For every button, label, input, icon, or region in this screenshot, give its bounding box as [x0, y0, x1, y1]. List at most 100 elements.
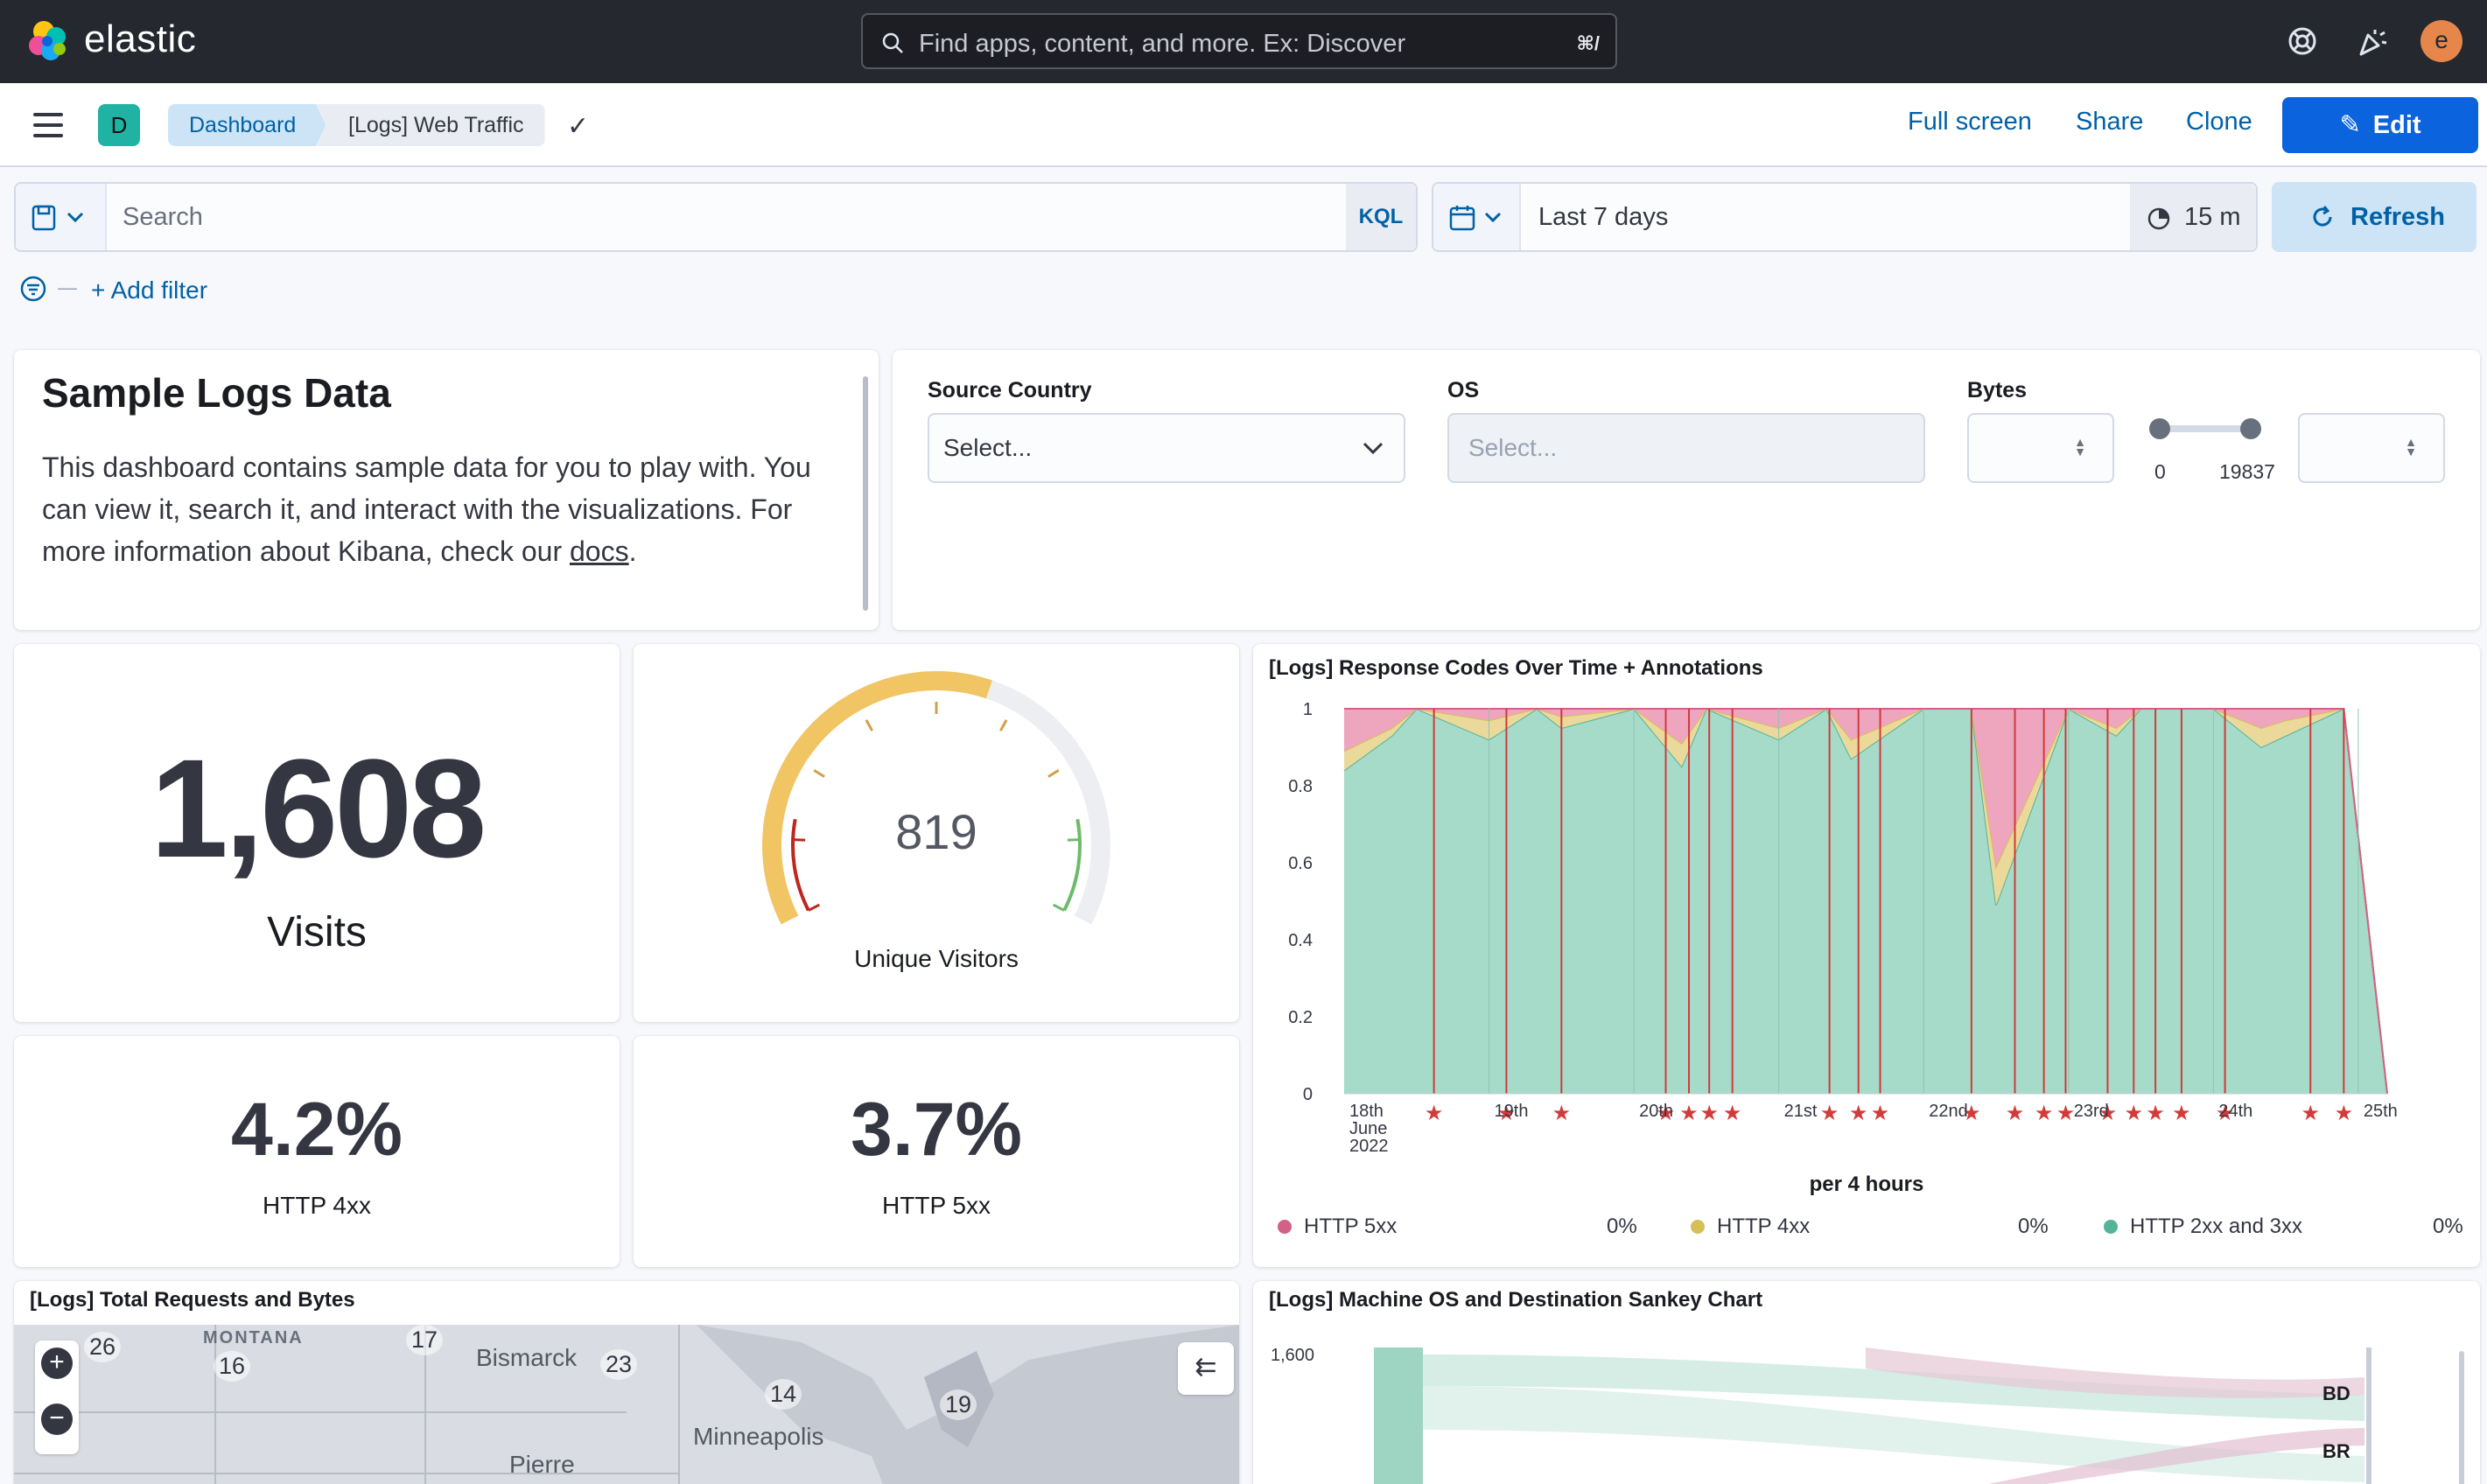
annotation-star-icon: ★ [1871, 1101, 1890, 1125]
stepper-icon[interactable]: ▲ ▼ [2405, 435, 2417, 458]
bytes-range-track[interactable] [2160, 425, 2251, 432]
filter-options-icon[interactable] [19, 275, 47, 303]
source-country-select[interactable]: Select... [928, 413, 1405, 483]
legend-item-http-4xx[interactable]: HTTP 4xx [1691, 1214, 1810, 1239]
map-cluster[interactable]: 16 [214, 1351, 251, 1382]
y-tick-label: 0.4 [1288, 931, 1313, 950]
global-header: elastic Find apps, content, and more. Ex… [0, 0, 2487, 83]
layer-control-icon[interactable]: ⇇ [1178, 1342, 1234, 1395]
annotation-star-icon: ★ [1552, 1101, 1572, 1125]
gauge-tick [813, 769, 825, 778]
elastic-logo-icon[interactable] [26, 19, 72, 65]
stepper-icon[interactable]: ▲ ▼ [2074, 435, 2086, 458]
clone-link[interactable]: Clone [2186, 108, 2252, 136]
map-label-montana: MONTANA [203, 1328, 304, 1348]
bytes-range-min-handle[interactable] [2149, 418, 2170, 439]
map-background [14, 1325, 1239, 1484]
scrollbar[interactable] [863, 376, 868, 611]
save-check-icon[interactable]: ✓ [567, 112, 590, 141]
x-tick-label: 22nd [1929, 1102, 1968, 1121]
newsfeed-cheer-icon[interactable] [2356, 24, 2389, 58]
http-4xx-label: HTTP 4xx [263, 1192, 371, 1219]
space-avatar[interactable]: D [98, 104, 140, 146]
scrollbar[interactable] [2459, 1351, 2464, 1484]
date-range-display[interactable]: Last 7 days [1538, 203, 1669, 231]
user-avatar[interactable]: e [2420, 20, 2462, 62]
legend-label: HTTP 4xx [1717, 1214, 1811, 1238]
add-filter-button[interactable]: + Add filter [91, 276, 208, 304]
http-4xx-metric-panel: 4.2% HTTP 4xx [14, 1036, 620, 1267]
timer-icon [2147, 207, 2170, 230]
x-tick-label: 24th [2218, 1102, 2252, 1121]
unique-visitors-value: 819 [895, 804, 977, 859]
x-tick-label: 19th [1495, 1102, 1529, 1121]
menu-toggle-icon[interactable] [33, 113, 63, 137]
zoom-out-icon[interactable]: − [41, 1404, 73, 1435]
query-bar: Search KQL [14, 182, 1418, 252]
visits-label: Visits [267, 909, 367, 956]
saved-query-button[interactable] [16, 184, 107, 250]
panel-title: [Logs] Total Requests and Bytes [30, 1288, 355, 1312]
global-search-input[interactable]: Find apps, content, and more. Ex: Discov… [861, 13, 1617, 69]
sankey-chart[interactable] [1253, 1281, 2480, 1484]
search-placeholder: Find apps, content, and more. Ex: Discov… [919, 30, 1406, 58]
response-codes-area-chart[interactable]: 00.20.40.60.81★ ★ ★ ★ ★ ★ ★ ★ ★ ★ ★ ★ ★ ★ ★ ★ ★ ★ ★ ★ ★18thJ… [1253, 644, 2480, 1169]
legend-value: 0% [2433, 1214, 2463, 1238]
docs-link[interactable]: docs [570, 536, 629, 567]
x-tick-label: June [1349, 1119, 1387, 1138]
logo-text: elastic [84, 18, 197, 60]
annotation-star-icon: ★ [1699, 1101, 1719, 1125]
breadcrumb-dashboard[interactable]: Dashboard [168, 104, 326, 146]
full-screen-link[interactable]: Full screen [1908, 108, 2032, 136]
bytes-range-max-handle[interactable] [2240, 418, 2261, 439]
x-tick-label: 21st [1784, 1102, 1818, 1121]
refresh-button[interactable]: Refresh [2272, 182, 2476, 252]
map-label-bismarck: Bismarck [476, 1344, 578, 1371]
annotation-star-icon: ★ [2056, 1101, 2076, 1125]
http-5xx-label: HTTP 5xx [882, 1192, 991, 1219]
sankey-link [1423, 1354, 2364, 1421]
calendar-icon [1449, 206, 1502, 231]
bytes-range-min-value: 0 [2154, 460, 2166, 483]
map-cluster[interactable]: 19 [940, 1390, 977, 1420]
map-cluster[interactable]: 14 [765, 1379, 802, 1410]
x-tick-label: 18th [1349, 1102, 1384, 1121]
map-cluster[interactable]: 17 [406, 1325, 444, 1355]
annotation-star-icon: ★ [1820, 1101, 1839, 1125]
edit-button[interactable]: ✎ Edit [2282, 97, 2478, 153]
auto-refresh-interval[interactable]: 15 m [2130, 184, 2256, 250]
bytes-max-input[interactable]: ▲ ▼ [2298, 413, 2445, 483]
y-tick-label: 0.2 [1288, 1008, 1313, 1027]
legend-item-http-2xx-3xx[interactable]: HTTP 2xx and 3xx [2104, 1214, 2302, 1239]
kql-toggle-button[interactable]: KQL [1346, 184, 1416, 250]
line-http-4xx [1343, 707, 2388, 1095]
map-cluster[interactable]: 23 [600, 1349, 638, 1380]
unique-visitors-label: Unique Visitors [854, 945, 1019, 972]
http-5xx-metric-panel: 3.7% HTTP 5xx [634, 1036, 1239, 1267]
zoom-in-icon[interactable]: + [41, 1348, 73, 1379]
annotation-star-icon: ★ [2335, 1101, 2354, 1125]
bytes-min-input[interactable]: ▲ ▼ [1967, 413, 2114, 483]
gauge-tick [1047, 769, 1060, 778]
http-5xx-value: 3.7% [850, 1088, 1023, 1172]
search-icon [882, 32, 903, 53]
share-link[interactable]: Share [2076, 108, 2144, 136]
x-axis-label: per 4 hours [1809, 1172, 1924, 1196]
map-canvas[interactable]: MONTANA Bismarck Minneapolis Pierre 26 1… [14, 1325, 1239, 1484]
legend-label: HTTP 2xx and 3xx [2130, 1214, 2302, 1238]
help-icon[interactable] [2286, 24, 2319, 58]
os-placeholder: Select... [1468, 434, 1558, 461]
quick-date-button[interactable] [1433, 184, 1521, 250]
legend-item-http-5xx[interactable]: HTTP 5xx [1278, 1214, 1397, 1239]
sankey-node-destination[interactable] [2366, 1348, 2371, 1484]
annotation-star-icon: ★ [2098, 1101, 2118, 1125]
map-cluster[interactable]: 26 [84, 1332, 122, 1362]
query-input[interactable]: Search [123, 203, 203, 231]
legend-dot [1691, 1220, 1705, 1234]
annotation-star-icon: ★ [1497, 1101, 1517, 1125]
gauge-tick [1067, 838, 1080, 842]
markdown-body: This dashboard contains sample data for … [42, 446, 856, 572]
panel-title: Sample Logs Data [42, 370, 391, 416]
sankey-node-source[interactable] [1374, 1348, 1423, 1484]
os-select[interactable]: Select... [1447, 413, 1925, 483]
